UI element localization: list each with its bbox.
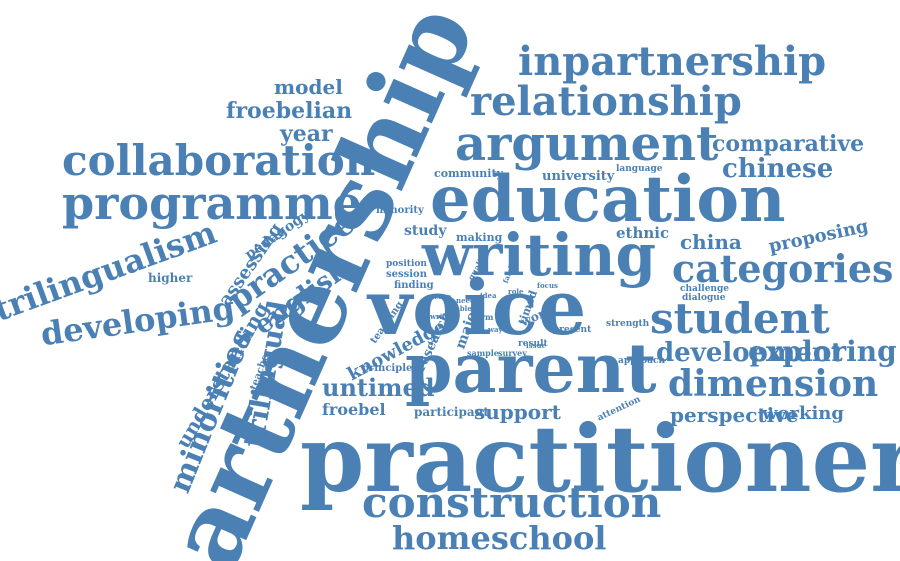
word-relationship: relationship (470, 78, 742, 125)
word-comparative: working (762, 403, 844, 424)
word-approach: approach (618, 356, 666, 366)
word-position: position (386, 259, 427, 269)
word-higher: development (656, 338, 843, 368)
word-chinese: china (680, 230, 742, 254)
word-principle: principle (362, 363, 413, 374)
word-dimension: dimension (668, 363, 879, 405)
word-dialogue: dialogue (682, 293, 726, 303)
word-issue: issue (526, 341, 547, 350)
word-pedagogy: exploring (748, 335, 897, 368)
word-case: case (434, 292, 452, 301)
word-argument: argument (455, 116, 719, 172)
word-writer: writer (430, 312, 454, 321)
word-way: way (488, 325, 503, 334)
word-development: model (274, 75, 343, 99)
word-working: year (280, 121, 333, 147)
word-collaboration: collaboration (62, 136, 376, 185)
word-term: term (472, 312, 494, 322)
word-writing: writing (422, 221, 657, 289)
word-sample: sample (467, 348, 499, 358)
word-ethnic: ethnic (616, 224, 670, 242)
word-construction: construction (362, 478, 662, 527)
word-perspective: froebelian (226, 98, 353, 124)
word-making: making (456, 231, 503, 244)
word-strength: strength (606, 319, 650, 329)
word-teacher: perspective (670, 403, 799, 427)
word-community: community (434, 167, 503, 180)
word-present: present (553, 325, 592, 335)
word-practitioner: practitioner (300, 405, 900, 513)
word-china: untimed (322, 373, 435, 402)
word-finding: finding (394, 280, 434, 291)
word-language: language (616, 164, 663, 174)
word-homeschool: homeschool (392, 519, 607, 557)
word-understanding: comparative (712, 131, 865, 157)
word-role: role (508, 287, 524, 296)
word-proposing: froebel (322, 400, 386, 419)
word-study: study (404, 223, 447, 239)
word-challenge: challenge (680, 284, 729, 294)
word-voice: voice (368, 263, 587, 352)
word-need: need (456, 296, 475, 305)
word-inpartnership: inpartnership (518, 38, 827, 85)
word-programme: programme (62, 176, 362, 230)
word-survey: survey (498, 348, 527, 358)
word-minority: minority (376, 205, 424, 216)
word-idea: idea (480, 291, 497, 300)
word-student: student (650, 294, 830, 343)
word-model: support (474, 400, 561, 424)
word-participant: higher (148, 271, 193, 285)
word-table: table (452, 304, 472, 313)
word-education: education (430, 162, 786, 237)
word-parent: parent (405, 329, 657, 409)
word-froebelian: participant (414, 405, 489, 419)
word-focus: focus (537, 281, 558, 290)
word-result: result (518, 339, 548, 349)
word-assessing: chinese (722, 154, 834, 184)
word-categories: categories (672, 246, 894, 291)
word-session: session (386, 269, 427, 280)
word-university: university (542, 169, 615, 184)
